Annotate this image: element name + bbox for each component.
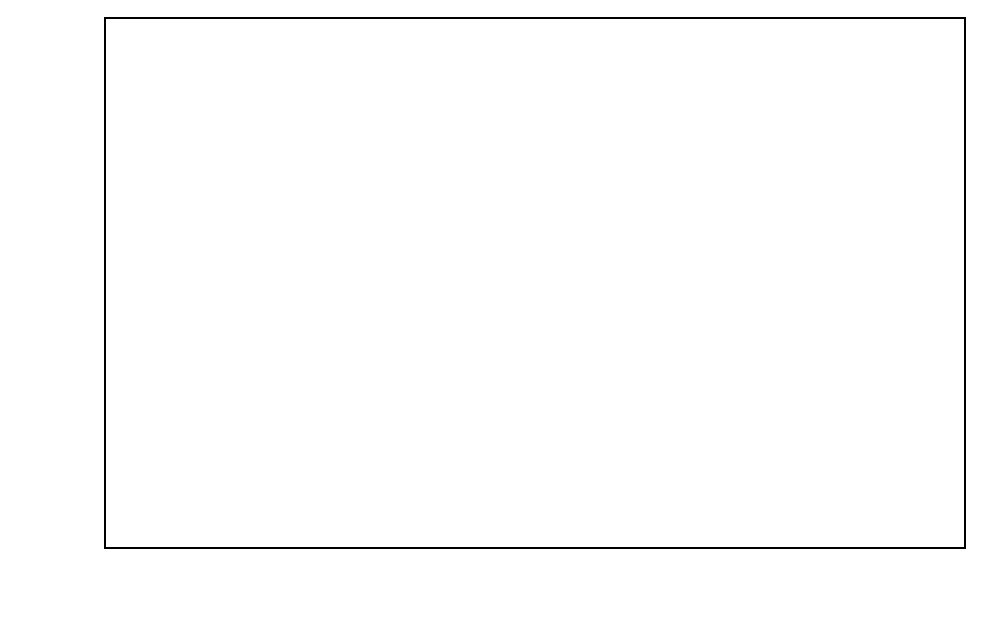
chart-svg: [0, 0, 1000, 628]
chart-container: [0, 0, 1000, 628]
chart-bg: [0, 0, 1000, 628]
